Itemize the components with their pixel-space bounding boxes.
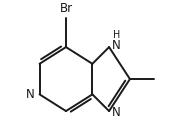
Text: N: N bbox=[112, 40, 121, 53]
Text: H: H bbox=[113, 30, 120, 40]
Text: N: N bbox=[26, 88, 35, 101]
Text: N: N bbox=[112, 106, 121, 119]
Text: Br: Br bbox=[59, 2, 73, 15]
